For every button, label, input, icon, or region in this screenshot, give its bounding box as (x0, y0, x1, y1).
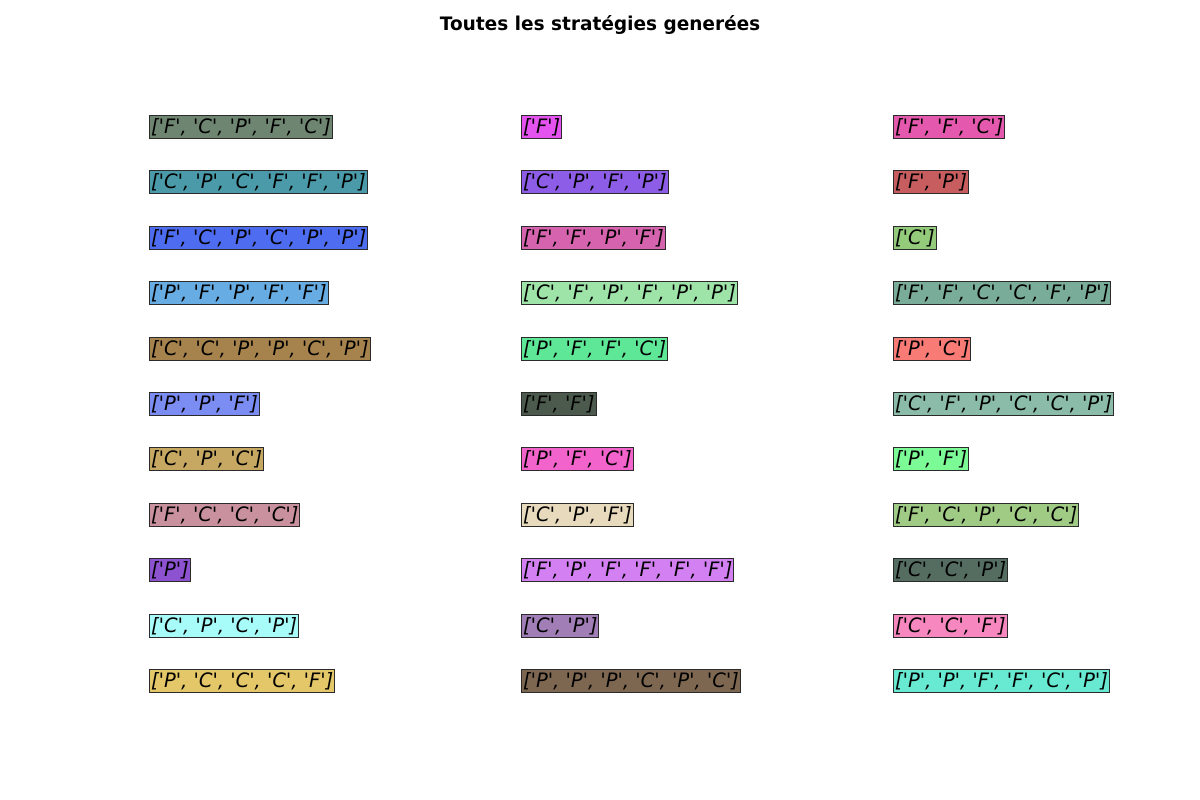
strategy-label: ['F', 'P', 'F', 'F', 'F', 'F'] (521, 558, 735, 582)
strategy-label: ['F', 'F', 'C'] (893, 115, 1006, 139)
chart-title: Toutes les stratégies generées (439, 14, 761, 35)
strategy-label: ['C', 'P'] (521, 614, 600, 638)
strategy-label: ['C', 'C', 'F'] (893, 614, 1008, 638)
strategy-label: ['P', 'C', 'C', 'C', 'F'] (149, 669, 336, 693)
strategy-label: ['P', 'P', 'F'] (149, 392, 260, 416)
strategy-label: ['C', 'F', 'P', 'F', 'P', 'P'] (521, 281, 738, 305)
strategy-label: ['P', 'F'] (893, 447, 970, 471)
strategy-label: ['F', 'C', 'P', 'C', 'C'] (893, 503, 1080, 527)
strategy-label: ['P', 'F', 'C'] (521, 447, 634, 471)
strategy-label: ['P', 'F', 'F', 'C'] (521, 337, 669, 361)
strategy-label: ['C', 'F', 'P', 'C', 'C', 'P'] (893, 392, 1115, 416)
strategy-label: ['P'] (149, 558, 191, 582)
strategy-label: ['F', 'F'] (521, 392, 597, 416)
strategy-label: ['F'] (521, 115, 563, 139)
strategy-label: ['P', 'P', 'P', 'C', 'P', 'C'] (521, 669, 741, 693)
strategy-label: ['C', 'P', 'C', 'F', 'F', 'P'] (149, 170, 368, 194)
strategy-label: ['C', 'P', 'F'] (521, 503, 634, 527)
strategy-label: ['F', 'C', 'P', 'F', 'C'] (149, 115, 333, 139)
strategy-label: ['P', 'F', 'P', 'F', 'F'] (149, 281, 329, 305)
strategy-label: ['F', 'F', 'C', 'C', 'F', 'P'] (893, 281, 1112, 305)
strategy-label: ['C', 'P', 'F', 'P'] (521, 170, 669, 194)
strategy-label: ['F', 'P'] (893, 170, 970, 194)
strategy-label: ['C', 'C', 'P'] (893, 558, 1009, 582)
strategy-label: ['C', 'C', 'P', 'P', 'C', 'P'] (149, 337, 371, 361)
strategy-label: ['C'] (893, 226, 937, 250)
strategy-label: ['F', 'C', 'C', 'C'] (149, 503, 301, 527)
strategy-label: ['P', 'C'] (893, 337, 972, 361)
strategy-label: ['F', 'F', 'P', 'F'] (521, 226, 666, 250)
strategy-label: ['C', 'P', 'C'] (149, 447, 265, 471)
strategy-label: ['C', 'P', 'C', 'P'] (149, 614, 300, 638)
strategy-label: ['F', 'C', 'P', 'C', 'P', 'P'] (149, 226, 369, 250)
strategy-label: ['P', 'P', 'F', 'F', 'C', 'P'] (893, 669, 1110, 693)
